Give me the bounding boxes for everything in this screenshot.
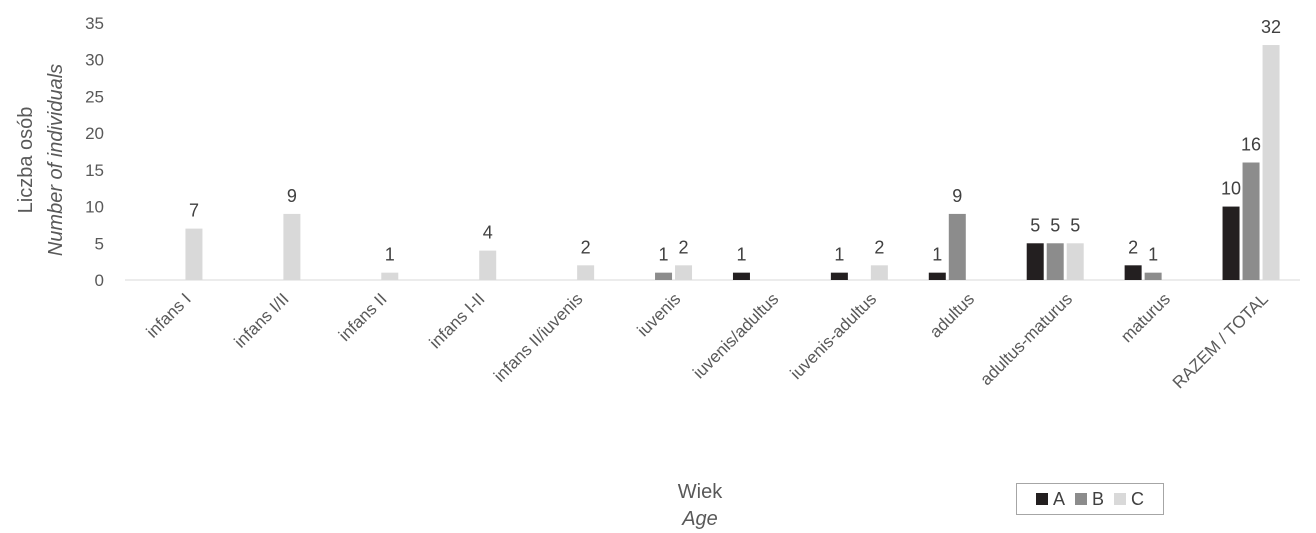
bar-a: [830, 272, 848, 280]
x-tick-label: infans I-II: [426, 289, 489, 352]
data-label-a: 10: [1221, 179, 1241, 199]
bar-c: [185, 228, 203, 280]
x-tick-label: infans II: [335, 289, 391, 345]
data-label-c: 4: [483, 223, 493, 243]
bar-c: [1066, 243, 1084, 280]
y-tick-label: 35: [85, 14, 104, 33]
bars: [185, 45, 1280, 281]
x-tick-label: adultus: [926, 289, 978, 341]
bar-a: [1026, 243, 1044, 280]
data-label-c: 5: [1070, 215, 1080, 235]
legend-item-b: B: [1075, 489, 1104, 510]
y-tick-label: 0: [95, 271, 104, 290]
data-label-c: 2: [679, 237, 689, 257]
legend-item-a: A: [1035, 488, 1065, 510]
legend-swatch-c: [1114, 493, 1127, 505]
bar-b: [948, 213, 966, 280]
x-axis-title-en: Age: [681, 508, 718, 530]
data-label-c: 1: [385, 245, 395, 265]
data-label-a: 1: [834, 245, 844, 265]
y-tick-label: 25: [85, 87, 104, 106]
y-tick-label: 15: [85, 161, 104, 180]
legend-label-c: C: [1131, 488, 1145, 509]
data-label-c: 32: [1261, 17, 1281, 37]
legend-item-c: C: [1114, 489, 1144, 510]
data-label-b: 16: [1241, 135, 1261, 155]
bar-c: [283, 213, 301, 280]
x-tick-label: iuvenis: [634, 289, 685, 340]
x-tick-label: maturus: [1117, 289, 1174, 346]
legend-label-a: A: [1052, 488, 1065, 509]
bar-a: [732, 272, 750, 280]
bar-c: [381, 272, 399, 280]
x-tick-label: infans I: [143, 289, 195, 341]
x-tick-label: iuvenis/adultus: [689, 289, 782, 382]
bar-c: [870, 265, 888, 280]
y-tick-label: 10: [85, 198, 104, 217]
bar-a: [1222, 206, 1240, 280]
data-label-b: 1: [1148, 245, 1158, 265]
bar-b: [1242, 162, 1260, 280]
bar-c: [479, 250, 497, 280]
bar-a: [928, 272, 946, 280]
x-tick-label: iuvenis-adultus: [787, 289, 881, 383]
data-label-a: 1: [736, 245, 746, 265]
bar-b: [1144, 272, 1162, 280]
bar-c: [675, 265, 693, 280]
legend-swatch-b: [1075, 493, 1087, 505]
bar-c: [1262, 45, 1280, 281]
y-tick-label: 20: [85, 124, 104, 143]
y-axis-title: Liczba osób: [15, 107, 37, 214]
x-tick-label: RAZEM / TOTAL: [1169, 289, 1272, 392]
x-axis-title: Wiek: [678, 481, 723, 503]
y-axis-title-en: Number of individuals: [45, 64, 67, 256]
x-tick-label: infans I/II: [230, 289, 292, 351]
y-tick-label: 5: [95, 234, 104, 253]
x-tick-label: infans II/iuvenis: [490, 289, 586, 385]
legend-label-b: B: [1092, 488, 1105, 509]
data-label-b: 1: [659, 245, 669, 265]
data-label-c: 9: [287, 186, 297, 206]
data-label-c: 7: [189, 201, 199, 221]
data-label-c: 2: [581, 237, 591, 257]
bar-b: [655, 272, 673, 280]
data-label-a: 1: [932, 245, 942, 265]
y-tick-label: 30: [85, 51, 104, 70]
bar-a: [1124, 265, 1142, 280]
data-label-a: 2: [1128, 237, 1138, 257]
bar-c: [577, 265, 595, 280]
y-axis-ticks: 0 5 10 15 20 25 30 35: [85, 14, 104, 290]
bar-b: [1046, 243, 1064, 280]
x-tick-label: adultus-maturus: [976, 289, 1076, 389]
data-label-a: 5: [1030, 215, 1040, 235]
legend: A B C: [1016, 483, 1164, 515]
data-label-c: 2: [874, 237, 884, 257]
legend-swatch-a: [1035, 493, 1048, 505]
data-label-b: 9: [952, 186, 962, 206]
data-label-b: 5: [1050, 215, 1060, 235]
